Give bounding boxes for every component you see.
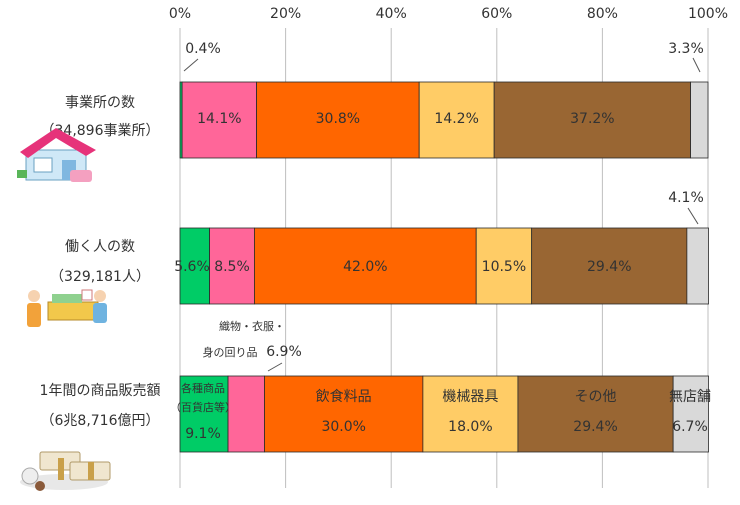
- bar-segment-machinery: [422, 375, 519, 453]
- leader-line: [267, 362, 283, 372]
- bar-segment-textile: [209, 227, 255, 305]
- bars: 0.4% 14.1% 30.8% 14.2% 37.2% 3.3% 5.6% 8.5% 42.0…: [170, 41, 711, 453]
- category-label: 織物・衣服・: [219, 319, 285, 333]
- bar-segment-department: [179, 227, 210, 305]
- category-label: （百貨店等）: [170, 400, 236, 414]
- data-label: 29.4%: [587, 259, 631, 275]
- data-label: 42.0%: [343, 259, 387, 275]
- bar-segment-nonstore: [686, 227, 709, 305]
- bar-segment-textile: [227, 375, 265, 453]
- x-tick-label: 80%: [587, 6, 618, 22]
- leader-line: [183, 58, 199, 72]
- data-label: 29.4%: [573, 419, 617, 435]
- x-tick-label: 60%: [481, 6, 512, 22]
- data-label: 30.0%: [321, 419, 365, 435]
- data-label: 14.1%: [197, 111, 241, 127]
- bar-segment-nonstore: [690, 81, 709, 159]
- data-label: 4.1%: [668, 190, 704, 206]
- row-label: 働く人の数: [65, 239, 135, 255]
- data-label: 37.2%: [570, 111, 614, 127]
- bar-segment-other: [493, 81, 691, 159]
- data-label: 5.6%: [174, 259, 210, 275]
- bar-segment-food: [256, 81, 420, 159]
- bar-segment-food: [254, 227, 477, 305]
- row-label: 1年間の商品販売額: [40, 383, 161, 399]
- row-sublabel: （34,896事業所）: [41, 123, 160, 139]
- bar-segment-other: [531, 227, 688, 305]
- store-house-icon: [17, 128, 96, 182]
- bar-segment-other: [517, 375, 674, 453]
- leader-line: [692, 57, 701, 73]
- category-label: 機械器具: [442, 389, 498, 405]
- bar-segment-department: [179, 375, 229, 453]
- data-label: 6.7%: [672, 419, 708, 435]
- data-label: 3.3%: [668, 41, 704, 57]
- leader-line: [687, 207, 699, 225]
- data-label: 10.5%: [482, 259, 526, 275]
- x-tick-label: 0%: [169, 6, 191, 22]
- data-label: 30.8%: [316, 111, 360, 127]
- data-label: 0.4%: [185, 41, 221, 57]
- data-label: 6.9%: [266, 344, 302, 360]
- row-icons: [17, 128, 111, 491]
- category-label: 身の回り品: [203, 345, 258, 359]
- data-label: 14.2%: [434, 111, 478, 127]
- data-label: 8.5%: [214, 259, 250, 275]
- bar-segment-food: [264, 375, 424, 453]
- data-label: 9.1%: [185, 426, 221, 442]
- bar-segment-nonstore: [672, 375, 709, 453]
- money-bundles-icon: [20, 451, 111, 491]
- x-tick-label: 20%: [270, 6, 301, 22]
- category-label: 各種商品: [181, 381, 225, 395]
- shop-workers-icon: [27, 289, 107, 327]
- category-label: 無店舗: [669, 389, 711, 405]
- row-label: 事業所の数: [65, 95, 135, 111]
- data-label: 18.0%: [448, 419, 492, 435]
- category-label: その他: [575, 389, 617, 405]
- bar-segment-machinery: [475, 227, 533, 305]
- x-axis-ticks: 0% 20% 40% 60% 80% 100%: [169, 6, 728, 22]
- row-labels: 事業所の数 （34,896事業所） 働く人の数 （329,181人） 1年間の商品販売額…: [40, 95, 161, 429]
- x-tick-label: 100%: [688, 6, 728, 22]
- row-sublabel: （6兆8,716億円）: [41, 413, 160, 429]
- row-sublabel: （329,181人）: [50, 269, 150, 285]
- bar-segment-machinery: [418, 81, 495, 159]
- x-tick-label: 40%: [376, 6, 407, 22]
- category-label: 飲食料品: [316, 388, 372, 405]
